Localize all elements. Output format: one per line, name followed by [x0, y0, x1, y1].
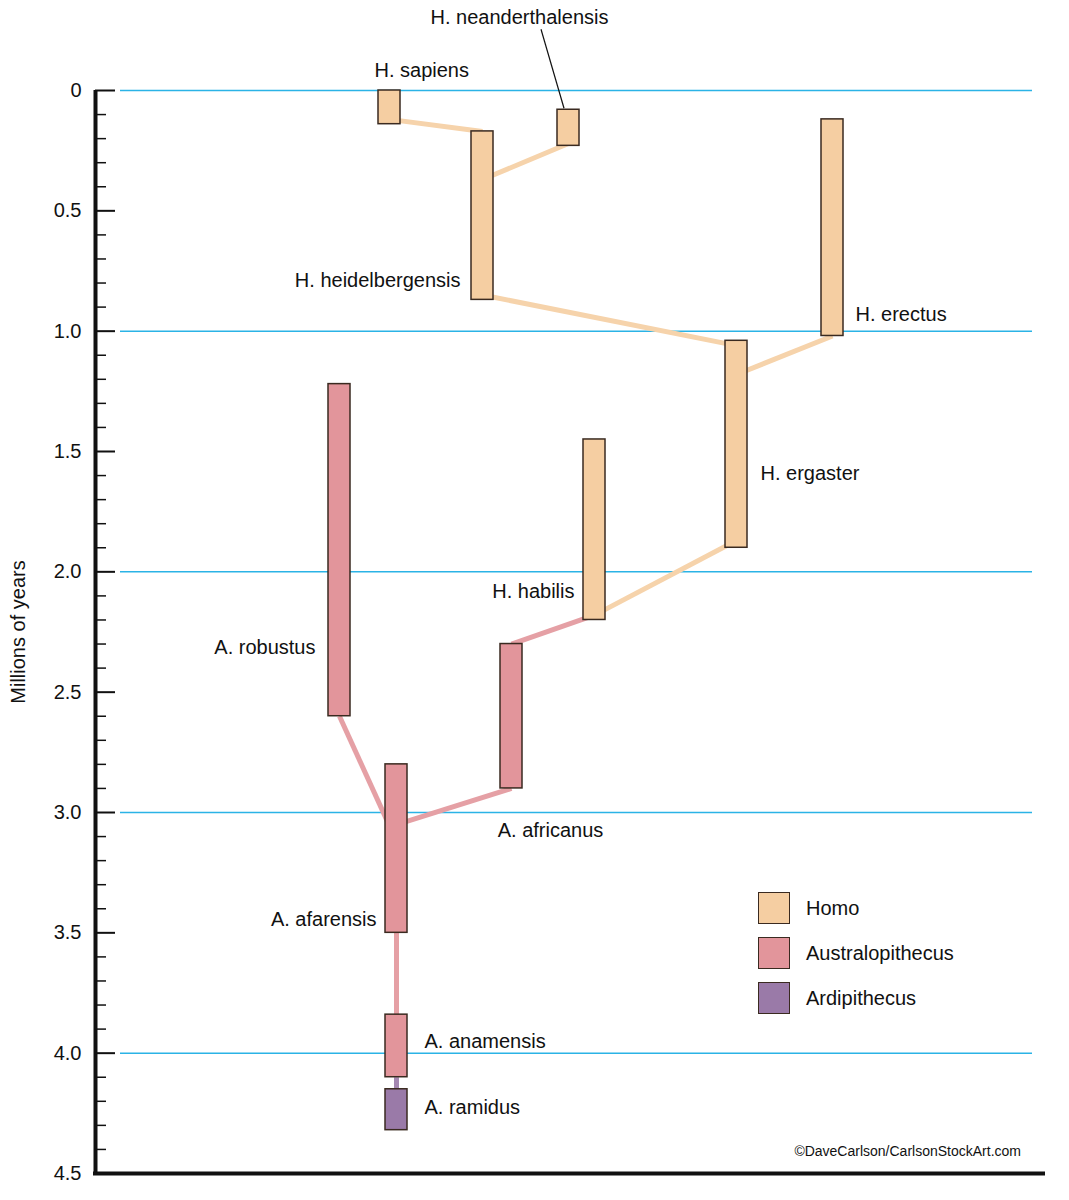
- svg-text:H. sapiens: H. sapiens: [375, 59, 470, 81]
- svg-text:3.0: 3.0: [54, 801, 82, 823]
- svg-text:1.5: 1.5: [54, 440, 82, 462]
- svg-text:A. anamensis: A. anamensis: [425, 1030, 546, 1052]
- svg-text:H. neanderthalensis: H. neanderthalensis: [431, 6, 609, 28]
- svg-text:H. erectus: H. erectus: [856, 303, 947, 325]
- svg-text:3.5: 3.5: [54, 921, 82, 943]
- svg-text:4.5: 4.5: [54, 1162, 82, 1184]
- svg-text:H. ergaster: H. ergaster: [761, 462, 860, 484]
- svg-text:A. afarensis: A. afarensis: [271, 908, 377, 930]
- svg-text:1.0: 1.0: [54, 320, 82, 342]
- html-text:©DaveCarlson/CarlsonStockArt.c: ©DaveCarlson/CarlsonStockArt.com: [794, 1143, 1021, 1159]
- svg-text:Millions of years: Millions of years: [7, 560, 29, 703]
- svg-text:2.0: 2.0: [54, 560, 82, 582]
- html-text:Australopithecus: Australopithecus: [806, 941, 954, 964]
- svg-text:0: 0: [70, 79, 81, 101]
- html-text:Homo: Homo: [806, 896, 860, 919]
- svg-text:H. habilis: H. habilis: [492, 580, 574, 602]
- svg-text:A. africanus: A. africanus: [498, 819, 604, 841]
- svg-text:H. heidelbergensis: H. heidelbergensis: [295, 269, 461, 291]
- html-text:Ardipithecus: Ardipithecus: [806, 986, 917, 1009]
- svg-text:2.5: 2.5: [54, 681, 82, 703]
- svg-text:A. robustus: A. robustus: [214, 636, 315, 658]
- svg-text:0.5: 0.5: [54, 199, 82, 221]
- svg-text:4.0: 4.0: [54, 1042, 82, 1064]
- svg-text:A. ramidus: A. ramidus: [425, 1096, 521, 1118]
